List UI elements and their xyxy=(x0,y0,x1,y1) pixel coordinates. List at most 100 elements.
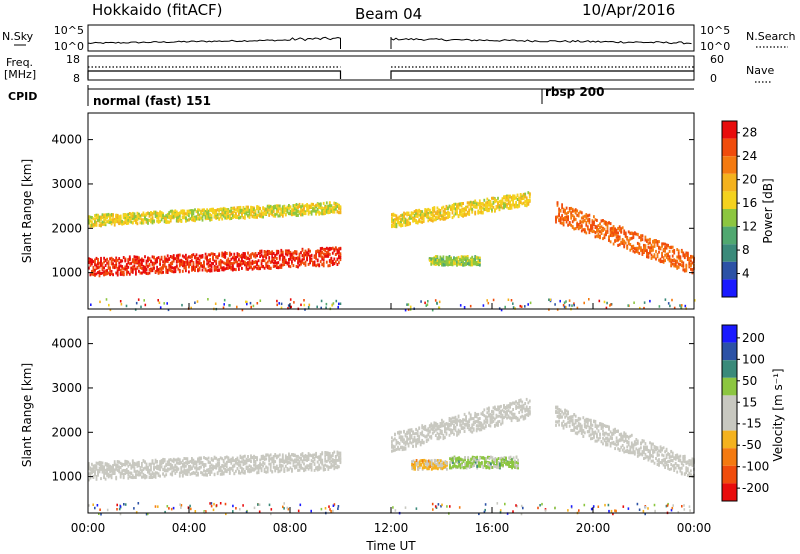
ground-scatter-cell xyxy=(673,306,676,310)
echo-cell xyxy=(151,261,154,265)
echo-cell xyxy=(668,245,671,249)
echo-cell xyxy=(481,413,484,416)
echo-cell xyxy=(159,270,161,274)
echo-cell xyxy=(438,211,440,214)
echo-cell xyxy=(430,213,433,217)
echo-cell xyxy=(183,255,186,259)
echo-cell xyxy=(210,463,213,467)
echo-cell xyxy=(465,422,467,426)
echo-cell xyxy=(653,240,656,244)
echo-cell xyxy=(145,463,148,467)
echo-cell xyxy=(286,468,289,472)
echo-cell xyxy=(688,262,691,266)
echo-cell xyxy=(95,264,98,268)
echo-cell xyxy=(419,213,422,217)
echo-cell xyxy=(286,210,289,214)
echo-cell xyxy=(334,203,337,207)
echo-cell xyxy=(272,459,275,463)
echo-cell xyxy=(333,467,336,471)
echo-cell xyxy=(674,261,677,265)
ground-scatter-cell xyxy=(194,301,196,304)
echo-cell xyxy=(165,270,168,274)
echo-cell xyxy=(100,467,102,471)
echo-cell xyxy=(231,464,234,468)
echo-cell xyxy=(153,472,155,476)
echo-cell xyxy=(640,234,642,238)
echo-cell xyxy=(472,420,475,424)
echo-cell xyxy=(233,210,236,213)
echo-cell xyxy=(235,260,237,264)
echo-cell xyxy=(112,218,114,222)
echo-cell xyxy=(439,424,442,428)
echo-cell xyxy=(318,249,321,253)
ground-scatter-cell xyxy=(278,302,280,305)
echo-cell xyxy=(213,209,216,212)
echo-cell xyxy=(339,254,342,258)
echo-cell xyxy=(338,451,340,455)
echo-cell xyxy=(286,206,289,210)
echo-cell xyxy=(224,207,227,211)
echo-cell xyxy=(265,208,268,212)
echo-cell xyxy=(212,464,214,468)
echo-cell xyxy=(322,466,325,470)
echo-cell xyxy=(306,456,308,460)
echo-cell xyxy=(682,251,685,255)
ground-scatter-cell xyxy=(524,305,526,308)
echo-cell xyxy=(186,468,189,472)
echo-cell xyxy=(162,457,164,461)
echo-cell xyxy=(119,461,122,465)
echo-cell xyxy=(135,272,137,276)
ground-scatter-cell xyxy=(563,301,566,304)
echo-cell xyxy=(659,246,662,250)
echo-cell xyxy=(463,426,466,430)
echo-cell xyxy=(195,461,198,465)
echo-cell xyxy=(235,459,237,463)
echo-cell xyxy=(280,265,283,269)
echo-cell xyxy=(336,453,339,457)
echo-cell xyxy=(235,256,237,260)
echo-cell xyxy=(614,239,616,243)
echo-cell xyxy=(397,445,399,449)
echo-cell xyxy=(103,270,105,274)
echo-cell xyxy=(300,209,302,213)
echo-cell xyxy=(209,216,211,220)
echo-cell xyxy=(567,211,569,215)
echo-cell xyxy=(671,258,674,262)
echo-cell xyxy=(163,216,166,220)
echo-cell xyxy=(186,459,189,463)
echo-cell xyxy=(178,270,181,274)
echo-cell xyxy=(474,212,477,216)
echo-cell xyxy=(94,471,96,475)
echo-cell xyxy=(136,256,139,260)
ground-scatter-cell xyxy=(338,302,340,306)
echo-cell xyxy=(307,467,310,471)
echo-cell xyxy=(274,469,277,473)
echo-cell xyxy=(288,261,290,265)
echo-cell xyxy=(339,208,342,212)
echo-cell xyxy=(88,472,90,476)
echo-cell xyxy=(661,244,663,248)
echo-cell xyxy=(647,255,650,259)
echo-cell xyxy=(265,250,268,254)
ground-scatter-cell xyxy=(137,298,140,301)
echo-cell xyxy=(679,263,682,267)
echo-cell xyxy=(269,266,272,270)
echo-cell xyxy=(109,214,111,217)
echo-cell xyxy=(327,454,330,458)
echo-cell xyxy=(602,219,604,222)
echo-cell xyxy=(95,220,98,224)
echo-cell xyxy=(260,259,263,263)
echo-cell xyxy=(235,212,237,215)
echo-cell xyxy=(244,263,246,267)
echo-cell xyxy=(471,203,474,207)
echo-cell xyxy=(271,470,274,474)
echo-cell xyxy=(225,455,228,459)
echo-cell xyxy=(594,231,597,235)
echo-cell xyxy=(521,196,524,200)
echo-cell xyxy=(315,212,317,216)
echo-cell xyxy=(230,467,233,471)
echo-cell xyxy=(430,262,433,266)
echo-cell xyxy=(256,266,258,270)
echo-cell xyxy=(162,472,164,476)
echo-cell xyxy=(401,223,404,227)
